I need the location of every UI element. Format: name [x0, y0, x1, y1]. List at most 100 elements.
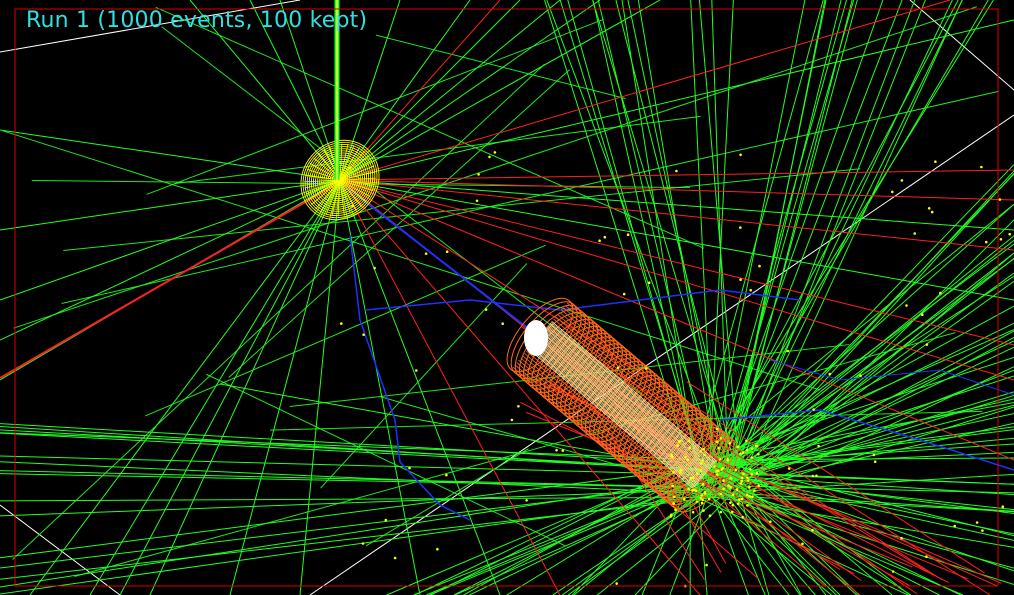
gamma-track [691, 492, 1014, 548]
step-point [859, 374, 862, 378]
step-point [561, 449, 565, 452]
step-point [718, 458, 722, 461]
step-point [746, 504, 749, 507]
cylinder-generatrix [561, 309, 727, 451]
gamma-track [0, 426, 696, 471]
step-point [746, 476, 749, 479]
step-point [700, 494, 703, 497]
gamma-track [721, 404, 1014, 482]
gamma-track [339, 179, 1014, 231]
step-point [731, 493, 735, 497]
gamma-track [592, 0, 732, 462]
negative-track [0, 181, 341, 379]
cylinder-inner-track [544, 329, 710, 470]
step-point [674, 508, 677, 512]
cylinder-generatrix [537, 336, 704, 478]
step-point [722, 479, 725, 483]
gamma-track [299, 179, 341, 595]
step-point [715, 440, 719, 444]
disk-spoke [339, 150, 365, 181]
step-point [340, 322, 343, 325]
gamma-track [725, 0, 916, 495]
cylinder-inner-track [533, 342, 699, 483]
step-point [739, 278, 742, 282]
cylinder-inner-track [528, 348, 694, 489]
gamma-track [726, 477, 1014, 511]
disk-spoke [320, 179, 341, 213]
gamma-track [723, 0, 858, 492]
step-point [715, 427, 719, 431]
negative-track [339, 0, 951, 181]
step-point [700, 462, 703, 465]
disk-spoke [339, 179, 375, 185]
disk-spoke [305, 179, 341, 195]
gamma-track [710, 412, 1014, 481]
step-point [740, 476, 744, 480]
step-point [751, 495, 754, 498]
step-point [729, 477, 733, 480]
step-point [811, 474, 815, 478]
cylinder-inner-track [551, 321, 717, 462]
step-point [644, 367, 648, 370]
cylinder-inner-track [542, 331, 709, 472]
step-point [812, 408, 815, 411]
gamma-track [705, 487, 1014, 585]
step-point [700, 501, 704, 505]
gamma-track [718, 487, 766, 595]
step-point [679, 468, 683, 472]
step-point [757, 452, 760, 456]
step-point [728, 442, 732, 445]
negative-track [339, 179, 701, 595]
positive-track [364, 289, 801, 311]
step-point [393, 556, 397, 560]
gamma-track [339, 0, 601, 181]
step-point [739, 452, 742, 456]
step-point [731, 503, 735, 507]
disk-spoke [339, 154, 369, 181]
step-point [891, 570, 895, 573]
gamma-track [0, 496, 732, 502]
gamma-track [0, 492, 722, 595]
step-point [905, 304, 908, 307]
step-point [477, 173, 480, 176]
gamma-track [561, 488, 711, 595]
step-point [603, 235, 607, 239]
detector-disk-wireframe [300, 139, 380, 221]
negative-track [339, 179, 1014, 346]
gamma-track [145, 244, 546, 417]
step-point [748, 486, 751, 489]
negative-track [339, 169, 1014, 181]
gamma-track [2, 130, 821, 391]
step-point [626, 233, 630, 236]
gamma-track [12, 63, 545, 560]
negative-track [339, 179, 1014, 251]
cylinder-generatrix [568, 300, 735, 441]
step-point [705, 563, 708, 567]
gamma-track [228, 69, 570, 378]
step-point [735, 488, 739, 491]
gamma-track [339, 0, 401, 181]
gamma-track [727, 0, 926, 497]
step-point [701, 459, 704, 462]
cylinder-generatrix [520, 357, 686, 499]
gamma-track [714, 490, 964, 595]
step-point [739, 226, 742, 229]
step-point [953, 524, 956, 528]
cylinder-inner-track [539, 334, 706, 476]
gamma-track [723, 0, 953, 479]
step-point [445, 250, 449, 253]
step-point [676, 444, 679, 448]
step-point [716, 473, 719, 476]
disk-spoke [304, 179, 341, 183]
gamma-track [189, 0, 341, 181]
negative-track [339, 179, 561, 595]
cylinder-generatrix [557, 314, 723, 455]
disk-spoke [339, 159, 373, 181]
step-point [722, 487, 725, 491]
step-point [749, 288, 752, 292]
step-point [746, 479, 750, 482]
step-point [787, 467, 791, 470]
step-point [925, 555, 928, 558]
